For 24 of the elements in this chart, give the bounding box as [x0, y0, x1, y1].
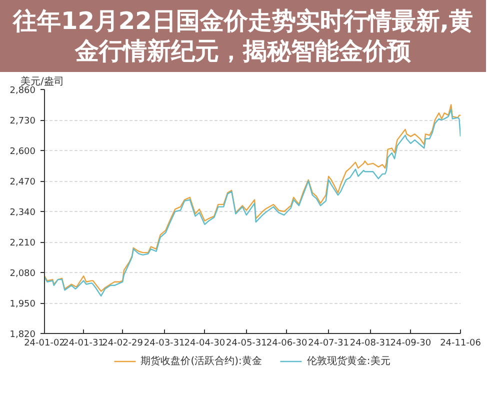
- y-tick-label: 1,950: [10, 300, 36, 310]
- x-tick-label: 24-01-02: [24, 338, 65, 348]
- x-tick-label: 24-05-31: [226, 338, 267, 348]
- x-tick-label: 24-07-31: [308, 338, 349, 348]
- x-tick-label: 24-02-29: [102, 338, 144, 348]
- legend-label: 期货收盘价(活跃合约):黄金: [140, 354, 262, 368]
- y-tick-label: 2,210: [10, 238, 36, 248]
- y-axis-title: 美元/盎司: [20, 76, 64, 88]
- chart-title: 往年12月22日国金价走势实时行情最新,黄金行情新纪元，揭秘智能金价预: [12, 6, 474, 66]
- legend-label: 伦敦现货黄金:美元: [306, 354, 390, 368]
- x-tick-label: 24-11-06: [440, 338, 482, 348]
- x-tick-label: 24-04-30: [184, 338, 226, 348]
- y-tick-label: 2,730: [10, 116, 36, 126]
- x-tick-label: 24-06-30: [266, 338, 308, 348]
- x-tick-label: 24-08-31: [350, 338, 391, 348]
- y-tick-label: 2,340: [10, 208, 36, 218]
- x-tick-label: 24-01-31: [63, 338, 104, 348]
- x-tick-label: 24-09-30: [390, 338, 432, 348]
- y-tick-label: 1,820: [10, 330, 36, 340]
- y-tick-label: 2,080: [10, 269, 36, 279]
- y-tick-label: 2,860: [10, 86, 36, 96]
- y-tick-label: 2,600: [10, 147, 36, 157]
- x-tick-label: 24-03-31: [144, 338, 185, 348]
- y-tick-label: 2,470: [10, 178, 36, 188]
